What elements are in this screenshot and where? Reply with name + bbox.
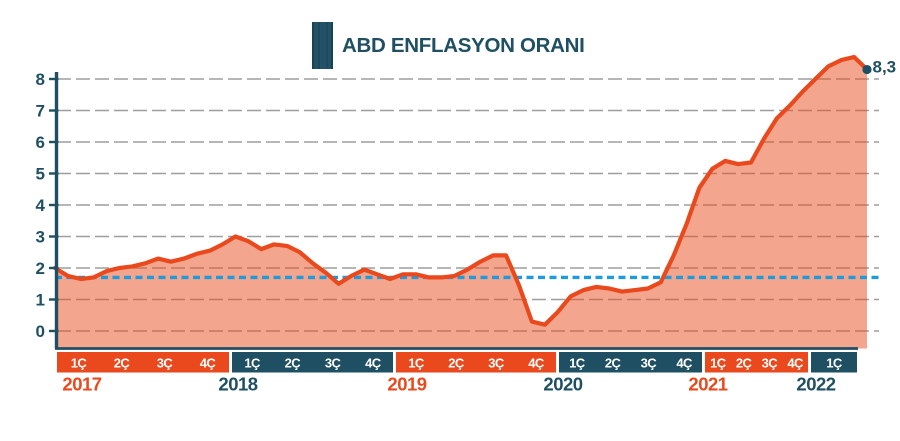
year-label-2018: 2018	[218, 374, 257, 395]
year-label-2022: 2022	[796, 374, 835, 395]
quarter-label-2019-2: 2Ç	[448, 356, 465, 371]
quarter-label-2017-3: 3Ç	[157, 356, 174, 371]
chart-title: ABD ENFLASYON ORANI	[342, 33, 585, 57]
quarter-band-2022	[811, 352, 857, 373]
year-label-2021: 2021	[688, 374, 727, 395]
quarter-label-2020-3: 3Ç	[641, 356, 658, 371]
quarter-label-2018-1: 1Ç	[244, 356, 261, 371]
quarter-label-2017-1: 1Ç	[71, 356, 88, 371]
quarter-band-2019	[396, 352, 556, 373]
end-point-dot	[862, 64, 872, 75]
quarter-band-2018	[232, 352, 393, 373]
quarter-band-2020	[559, 352, 702, 373]
quarter-label-2017-2: 2Ç	[114, 356, 131, 371]
quarter-label-2021-4: 4Ç	[787, 356, 804, 371]
quarter-band-2017	[57, 352, 229, 373]
y-tick-label-3: 3	[36, 228, 45, 247]
quarter-label-2019-3: 3Ç	[488, 356, 505, 371]
title-bar-icon	[312, 22, 333, 69]
end-point-value-label: 8,3	[873, 58, 897, 77]
inflation-area-fill	[55, 57, 867, 349]
chart-header: ABD ENFLASYON ORANI	[312, 22, 585, 69]
y-tick-label-5: 5	[36, 165, 45, 184]
quarter-label-2020-1: 1Ç	[569, 356, 586, 371]
quarter-band-2021	[705, 352, 808, 373]
quarter-label-2021-1: 1Ç	[710, 356, 727, 371]
quarter-label-2021-2: 2Ç	[736, 356, 753, 371]
year-label-2017: 2017	[62, 374, 101, 395]
y-tick-label-4: 4	[36, 196, 46, 215]
y-tick-label-8: 8	[36, 70, 45, 89]
quarter-label-2018-2: 2Ç	[285, 356, 302, 371]
y-tick-label-1: 1	[36, 291, 45, 310]
year-label-2020: 2020	[543, 374, 582, 395]
quarter-label-2022-1: 1Ç	[826, 356, 843, 371]
quarter-label-2021-3: 3Ç	[762, 356, 779, 371]
quarter-label-2019-4: 4Ç	[528, 356, 545, 371]
quarter-label-2017-4: 4Ç	[200, 356, 217, 371]
y-tick-label-0: 0	[36, 322, 45, 341]
quarter-label-2018-3: 3Ç	[325, 356, 342, 371]
y-tick-label-2: 2	[36, 259, 45, 278]
quarter-label-2019-1: 1Ç	[408, 356, 425, 371]
quarter-label-2018-4: 4Ç	[365, 356, 382, 371]
inflation-line	[52, 54, 870, 327]
y-tick-label-6: 6	[36, 133, 45, 152]
quarter-label-2020-4: 4Ç	[676, 356, 693, 371]
y-tick-label-7: 7	[36, 102, 45, 121]
quarter-label-2020-2: 2Ç	[605, 356, 622, 371]
year-label-2019: 2019	[387, 374, 426, 395]
